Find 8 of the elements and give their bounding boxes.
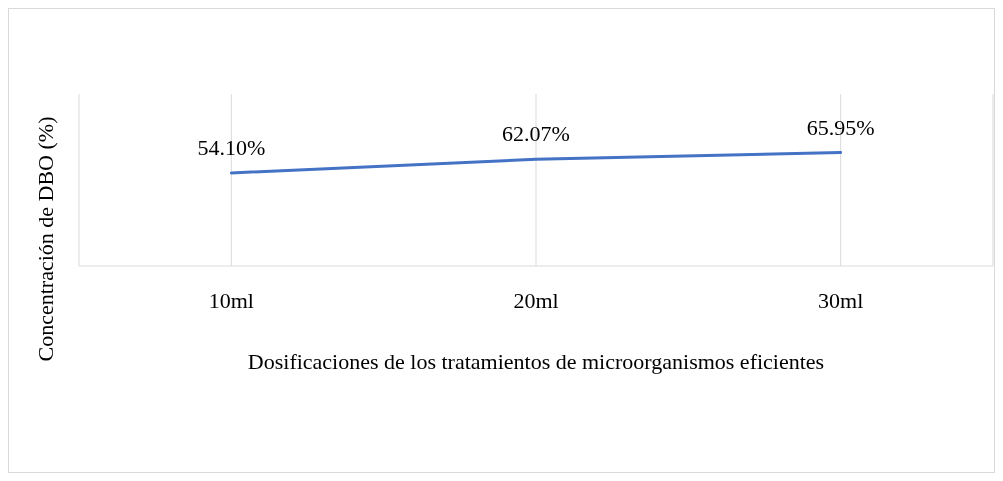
x-tick-label: 20ml [513,287,559,313]
y-axis-title: Concentración de DBO (%) [33,116,59,362]
data-label: 65.95% [806,114,875,140]
x-axis-title: Dosificaciones de los tratamientos de microorganismos eficientes [247,349,825,374]
data-label: 54.10% [197,134,266,160]
x-tick-label: 30ml [818,287,864,313]
x-tick-label: 10ml [208,287,254,313]
data-label: 62.07% [502,121,570,147]
